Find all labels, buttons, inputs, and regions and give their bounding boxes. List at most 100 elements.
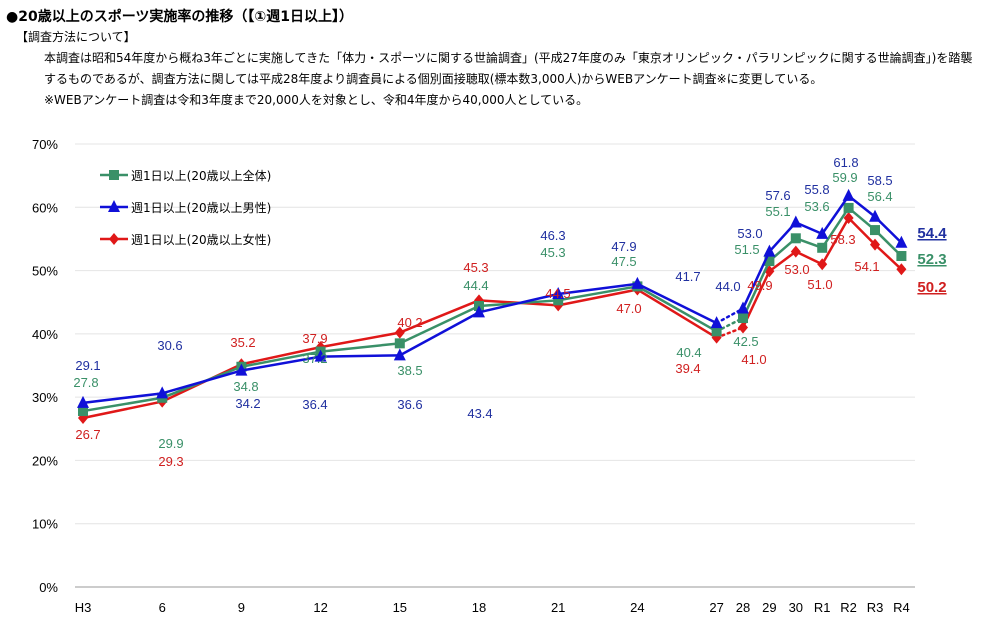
data-point [842, 188, 855, 201]
legend-label: 週1日以上(20歳以上全体) [131, 168, 271, 183]
x-tick-label: 6 [159, 600, 166, 615]
data-label: 27.8 [73, 375, 98, 390]
series-line-segment [794, 250, 824, 266]
method-heading: 【調査方法について】 [16, 30, 136, 44]
legend-label: 週1日以上(20歳以上女性) [131, 232, 271, 247]
data-point [763, 244, 776, 257]
series-line-segment [873, 243, 903, 271]
data-label: 50.2 [917, 279, 946, 296]
data-point [473, 305, 485, 318]
data-point [737, 301, 749, 314]
y-tick-label: 20% [32, 453, 58, 468]
series-line-segment [556, 285, 639, 302]
series-line-segment [636, 285, 718, 333]
series-line-segment [81, 396, 164, 413]
data-point [738, 313, 748, 324]
data-point [77, 395, 89, 408]
data-label: 53.0 [784, 262, 809, 277]
series-line-segment [820, 206, 850, 250]
data-point [553, 295, 564, 306]
data-label: 46.3 [540, 228, 565, 243]
data-point [896, 251, 907, 262]
legend-marker [109, 170, 119, 180]
x-tick-label: R4 [893, 600, 910, 615]
data-point [870, 225, 880, 236]
x-tick-label: R2 [840, 600, 857, 615]
x-tick-label: R3 [867, 600, 884, 615]
series-line-segment [820, 194, 850, 236]
data-label: 58.3 [830, 232, 855, 247]
data-point [895, 235, 908, 248]
series-line-segment [398, 304, 481, 345]
data-point [156, 386, 169, 399]
legend-marker [109, 233, 119, 245]
data-label: 39.4 [675, 361, 700, 376]
data-label: 38.5 [397, 363, 422, 378]
series-line-segment [556, 288, 639, 307]
data-label: 26.7 [75, 427, 100, 442]
x-tick-label: 15 [393, 600, 407, 615]
data-label: 34.8 [233, 379, 258, 394]
data-label: 45.3 [463, 260, 488, 275]
data-label: 58.5 [867, 173, 892, 188]
x-tick-label: 9 [238, 600, 245, 615]
series-line-segment [81, 392, 164, 405]
data-point [738, 321, 748, 334]
x-tick-label: 18 [472, 600, 486, 615]
page-title: ●20歳以上のスポーツ実施率の推移（【①週1日以上】） [6, 9, 354, 25]
series-line-segment [847, 216, 877, 246]
data-point [235, 363, 248, 376]
series-line-segment [477, 292, 560, 314]
data-point [789, 215, 802, 228]
series-line-segment [556, 282, 639, 296]
series-line-segment [398, 299, 481, 334]
y-tick-label: 40% [32, 327, 58, 342]
data-label: 37.2 [302, 351, 327, 366]
data-label: 47.9 [611, 239, 636, 254]
y-tick-label: 70% [32, 137, 58, 152]
data-label: 51.5 [734, 242, 759, 257]
note-line: ※WEBアンケート調査は令和3年度まで20,000人を対象とし、令和4年度から4… [44, 93, 589, 107]
x-tick-label: 30 [789, 600, 803, 615]
data-label: 49.9 [747, 278, 772, 293]
data-label: 54.1 [854, 259, 879, 274]
data-label: 61.8 [833, 155, 858, 170]
data-label: 47.0 [616, 301, 641, 316]
data-label: 53.6 [804, 199, 829, 214]
series-line-segment [240, 345, 322, 366]
data-point [394, 326, 405, 339]
y-tick-label: 30% [32, 390, 58, 405]
data-point [896, 263, 907, 276]
data-point [710, 316, 723, 329]
series-line-segment [820, 216, 850, 266]
x-tick-label: 12 [313, 600, 327, 615]
x-tick-label: R1 [814, 600, 831, 615]
series-line-segment [319, 342, 402, 353]
data-label: 57.6 [765, 188, 790, 203]
data-point [711, 326, 722, 337]
data-label: 53.0 [737, 226, 762, 241]
series-line-segment [741, 259, 771, 320]
data-label: 36.4 [302, 397, 327, 412]
note-line: 本調査は昭和54年度から概ね3年ごとに実施してきた「体力・スポーツに関する世論調… [44, 51, 973, 65]
series-line-segment [240, 350, 322, 369]
data-point [790, 245, 801, 258]
data-label: 34.2 [235, 396, 260, 411]
data-point [869, 209, 881, 222]
series-line-segment [741, 250, 771, 310]
series-line-segment [636, 288, 718, 339]
series-line-segment [768, 250, 798, 273]
data-point [393, 348, 406, 361]
x-tick-label: H3 [75, 600, 92, 615]
x-tick-label: 27 [709, 600, 723, 615]
data-label: 41.0 [741, 352, 766, 367]
data-label: 37.9 [302, 331, 327, 346]
data-point [631, 276, 644, 289]
series-line-segment [715, 326, 745, 339]
data-label: 29.3 [158, 454, 183, 469]
note-line: するものであるが、調査方法に関しては平成28年度より調査員による個別面接聴取(標… [44, 72, 823, 86]
data-label: 44.4 [463, 278, 488, 293]
data-label: 47.5 [611, 254, 636, 269]
